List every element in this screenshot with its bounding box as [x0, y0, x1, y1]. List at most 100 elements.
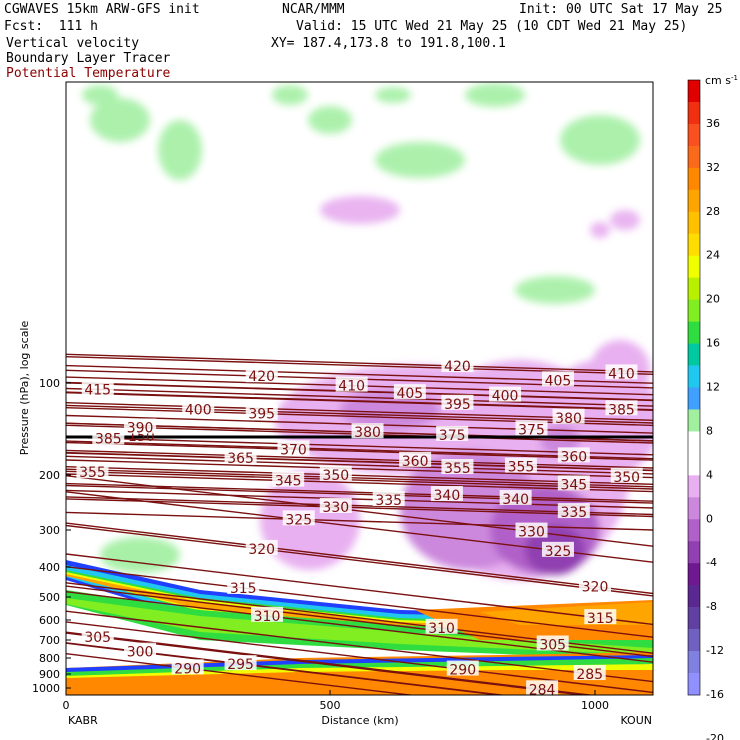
colorbar-swatch	[688, 321, 700, 344]
forecast-hour: Fcst: 111 h	[4, 19, 98, 34]
theta-label-330: 330	[518, 525, 545, 541]
station-right: KOUN	[620, 714, 652, 727]
theta-contour-360	[66, 440, 653, 460]
theta-label-bg	[81, 627, 114, 643]
colorbar-swatch	[688, 343, 700, 366]
theta-contour-320	[66, 524, 653, 597]
theta-label-bg	[319, 497, 352, 513]
colorbar-tick-label: 28	[706, 205, 720, 218]
theta-label-bg	[499, 489, 532, 505]
theta-label-335: 335	[560, 505, 587, 521]
y-tick-label: 1000	[32, 682, 60, 695]
colorbar-tick-label: -8	[706, 600, 717, 613]
theta-contour-335	[66, 496, 653, 516]
theta-contour-315	[66, 566, 653, 638]
colorbar: 36 32 28 24 20 16 12 8 4 0 -4 -8 -12 -16 -20	[687, 79, 724, 740]
theta-label-bg	[441, 357, 474, 373]
theta-label-bg	[446, 660, 479, 676]
y-tick-label: 700	[39, 634, 60, 647]
theta-label-bg	[224, 655, 257, 671]
theta-label-290: 290	[449, 663, 476, 679]
theta-label-395: 395	[444, 397, 471, 413]
theta-label-340: 340	[434, 488, 461, 504]
theta-label-bg	[251, 606, 284, 622]
theta-label-bg	[277, 440, 310, 456]
y-axis: 100 200 300 400 500 600 700 800 900 1000…	[18, 321, 71, 695]
colorbar-swatch	[688, 673, 700, 696]
x-tick-label: 1000	[581, 699, 609, 712]
colorbar-swatch	[688, 189, 700, 213]
theta-label-300: 300	[127, 645, 154, 661]
theta-label-350: 350	[613, 470, 640, 486]
theta-label-bg	[81, 380, 114, 396]
theta-label-bg	[436, 425, 469, 441]
theta-contour-335	[66, 489, 653, 509]
theta-label-295: 295	[227, 657, 254, 673]
colorbar-swatch	[688, 211, 700, 235]
theta-label-390: 390	[127, 421, 154, 437]
theta-label-380: 380	[354, 425, 381, 441]
theta-label-bg	[536, 635, 569, 651]
theta-label-360: 360	[560, 449, 587, 465]
theta-label-bg	[92, 429, 125, 445]
theta-label-335: 335	[375, 493, 402, 509]
theta-label-345: 345	[275, 474, 302, 490]
theta-label-bg	[245, 367, 278, 383]
colorbar-swatch	[688, 277, 700, 300]
field-boundary-layer-tracer: Boundary Layer Tracer	[6, 51, 171, 66]
y-tick-label: 300	[39, 524, 60, 537]
theta-label-310: 310	[428, 621, 455, 637]
theta-label-340: 340	[502, 492, 529, 508]
theta-label-bg	[610, 467, 643, 483]
field-vertical-velocity: Vertical velocity	[6, 36, 140, 51]
theta-label-bg	[245, 539, 278, 555]
x-axis: 0 500 1000 Distance (km) KABR KOUN	[63, 690, 652, 727]
theta-contour-340	[66, 484, 653, 504]
colorbar-swatch	[688, 409, 700, 432]
x-tick-label: 500	[320, 699, 341, 712]
theta-contour-330	[66, 475, 653, 547]
theta-contour-360	[66, 449, 653, 469]
theta-label-320: 320	[582, 580, 609, 596]
y-tick-label: 600	[39, 614, 60, 627]
theta-label-bg	[579, 577, 611, 593]
colorbar-swatch	[688, 255, 700, 278]
theta-contour-320	[66, 522, 653, 595]
colorbar-swatch	[688, 585, 700, 608]
colorbar-tick-label: 8	[706, 424, 713, 437]
y-tick-label: 200	[39, 469, 60, 482]
theta-contour-285	[66, 610, 653, 683]
theta-label-bg	[515, 420, 548, 436]
theta-label-420: 420	[248, 369, 275, 385]
theta-label-bg	[76, 463, 109, 479]
theta-contour-350	[66, 459, 653, 479]
y-tick-label: 800	[39, 652, 60, 665]
center-label: NCAR/MMM	[282, 2, 345, 17]
y-tick-label: 400	[39, 561, 60, 574]
theta-contour-290	[66, 653, 416, 695]
theta-contour-340	[66, 482, 653, 502]
theta-label-325: 325	[285, 512, 312, 528]
theta-label-325: 325	[545, 544, 572, 560]
theta-contour-labels: 415 420 420 410 405 405 410 400 400 395 395 390 385 3…	[76, 357, 643, 698]
theta-label-420: 420	[444, 359, 471, 375]
theta-label-bg	[124, 418, 157, 434]
theta-label-355: 355	[508, 460, 535, 476]
theta-label-415: 415	[84, 382, 111, 398]
theta-label-bg	[526, 680, 559, 696]
theta-contour-415	[66, 387, 653, 407]
colorbar-swatch	[688, 145, 700, 169]
colorbar-swatch	[688, 431, 700, 454]
theta-label-375: 375	[518, 422, 545, 438]
theta-label-bg	[272, 471, 305, 487]
colorbar-swatch	[688, 475, 700, 498]
colorbar-swatch	[688, 167, 700, 191]
theta-label-bg	[224, 448, 257, 464]
theta-contour-330	[66, 498, 653, 518]
theta-label-bg	[425, 618, 458, 634]
colorbar-swatch	[688, 563, 700, 586]
theta-label-315: 315	[587, 611, 614, 627]
colorbar-tick-label: 12	[706, 381, 720, 394]
theta-contour-385	[66, 436, 653, 456]
